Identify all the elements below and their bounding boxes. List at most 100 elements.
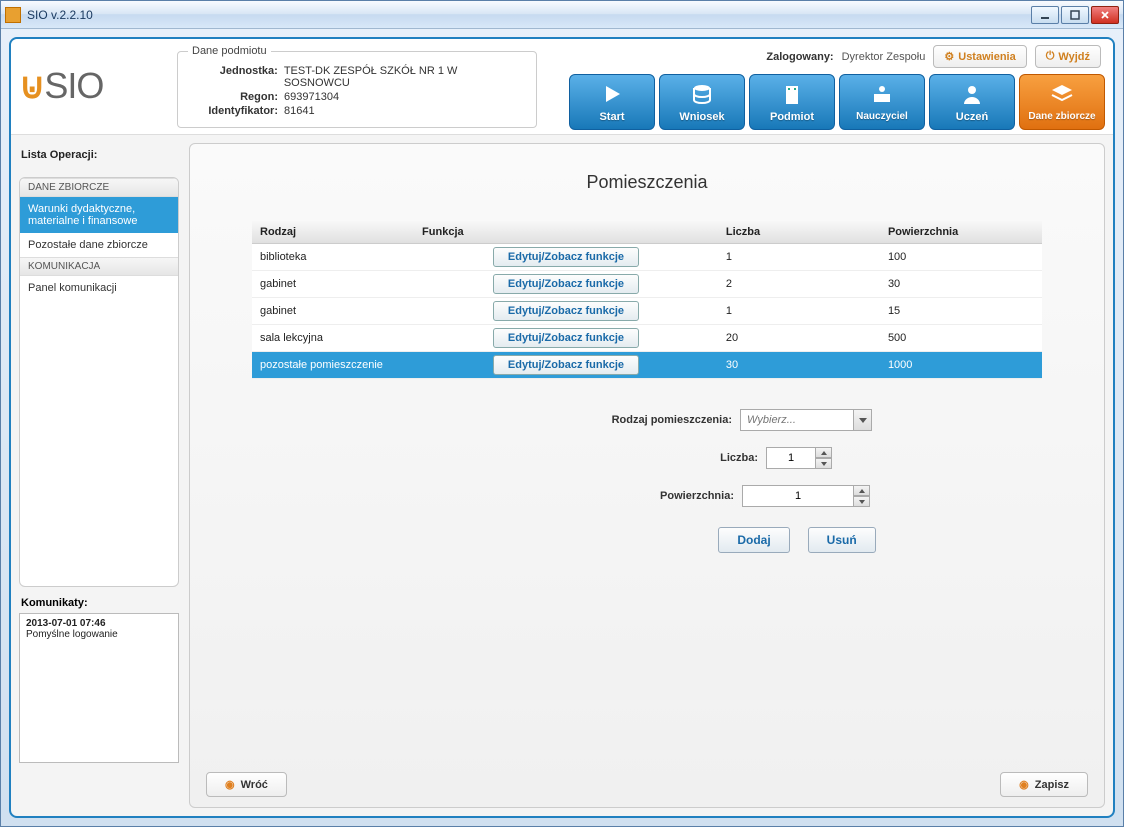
body: Lista Operacji: DANE ZBIORCZEWarunki dyd…	[11, 135, 1113, 816]
logo-text: ⊍SIO	[19, 65, 169, 107]
sidebar-item[interactable]: Warunki dydaktyczne, materialne i finans…	[20, 197, 178, 233]
chevron-down-icon	[859, 418, 867, 423]
save-icon: ◉	[1019, 778, 1029, 791]
cell-pow: 30	[880, 271, 1042, 298]
main-panel: Pomieszczenia Rodzaj Funkcja Liczba Powi…	[189, 143, 1105, 808]
logo: ⊍SIO	[19, 45, 169, 107]
info-row: Regon: 693971304	[188, 91, 526, 103]
add-button[interactable]: Dodaj	[718, 527, 789, 553]
power-icon: ⏻	[1046, 50, 1055, 63]
form-actions: Dodaj Usuń	[718, 527, 875, 553]
delete-button[interactable]: Usuń	[808, 527, 876, 553]
logout-label: Wyjdź	[1058, 51, 1090, 63]
edit-functions-button[interactable]: Edytuj/Zobacz funkcje	[493, 274, 639, 294]
cell-funkcja: Edytuj/Zobacz funkcje	[414, 298, 718, 325]
edit-functions-button[interactable]: Edytuj/Zobacz funkcje	[493, 247, 639, 267]
sidebar-group-header: DANE ZBIORCZE	[20, 178, 178, 197]
sidebar-item[interactable]: Pozostałe dane zbiorcze	[20, 233, 178, 257]
gear-icon: ⚙	[944, 50, 954, 63]
rodzaj-select[interactable]	[740, 409, 872, 431]
chevron-up-icon	[859, 489, 865, 493]
cell-liczba: 2	[718, 271, 880, 298]
pow-label: Powierzchnia:	[424, 490, 734, 502]
form-row-pow: Powierzchnia:	[424, 485, 870, 507]
liczba-input[interactable]	[766, 447, 816, 469]
nav-tile-nauczyciel[interactable]: Nauczyciel	[839, 74, 925, 130]
table-row[interactable]: gabinetEdytuj/Zobacz funkcje230	[252, 271, 1042, 298]
back-button[interactable]: ◉Wróć	[206, 772, 287, 797]
cell-rodzaj: sala lekcyjna	[252, 325, 414, 352]
table-row[interactable]: bibliotekaEdytuj/Zobacz funkcje1100	[252, 244, 1042, 271]
table-row[interactable]: sala lekcyjnaEdytuj/Zobacz funkcje20500	[252, 325, 1042, 352]
footer-buttons: ◉Wróć ◉Zapisz	[206, 762, 1088, 797]
message-time: 2013-07-01 07:46	[26, 618, 172, 629]
cell-rodzaj: gabinet	[252, 298, 414, 325]
app-window: SIO v.2.2.10 ⊍SIO Dane podmiotu Jednostk…	[0, 0, 1124, 827]
page-title: Pomieszczenia	[206, 172, 1088, 193]
liczba-spinner	[766, 447, 846, 469]
outer-frame: ⊍SIO Dane podmiotu Jednostka:TEST-DK ZES…	[1, 29, 1123, 826]
header-right: Zalogowany: Dyrektor Zespołu ⚙Ustawienia…	[537, 45, 1105, 130]
table-row[interactable]: gabinetEdytuj/Zobacz funkcje115	[252, 298, 1042, 325]
operations-panel: DANE ZBIORCZEWarunki dydaktyczne, materi…	[19, 177, 179, 587]
edit-functions-button[interactable]: Edytuj/Zobacz funkcje	[493, 301, 639, 321]
tile-label: Nauczyciel	[856, 111, 908, 122]
rodzaj-label: Rodzaj pomieszczenia:	[422, 414, 732, 426]
app-icon	[5, 7, 21, 23]
entity-legend: Dane podmiotu	[188, 45, 271, 57]
cell-liczba: 30	[718, 352, 880, 379]
tile-label: Dane zbiorcze	[1028, 111, 1095, 122]
sidebar: Lista Operacji: DANE ZBIORCZEWarunki dyd…	[19, 143, 179, 808]
liczba-down-button[interactable]	[816, 458, 832, 469]
liczba-label: Liczba:	[448, 452, 758, 464]
cell-pow: 1000	[880, 352, 1042, 379]
logged-user: Dyrektor Zespołu	[842, 51, 926, 63]
nav-tile-podmiot[interactable]: Podmiot	[749, 74, 835, 130]
cell-funkcja: Edytuj/Zobacz funkcje	[414, 271, 718, 298]
logout-button[interactable]: ⏻Wyjdź	[1035, 45, 1101, 68]
close-button[interactable]	[1091, 6, 1119, 24]
tile-label: Uczeń	[956, 111, 988, 123]
nav-tile-start[interactable]: Start	[569, 74, 655, 130]
pow-stepper	[854, 485, 870, 507]
cell-funkcja: Edytuj/Zobacz funkcje	[414, 244, 718, 271]
info-row: Identyfikator:81641	[188, 105, 526, 117]
cell-rodzaj: pozostałe pomieszczenie	[252, 352, 414, 379]
minimize-button[interactable]	[1031, 6, 1059, 24]
nav-tile-wniosek[interactable]: Wniosek	[659, 74, 745, 130]
cell-pow: 500	[880, 325, 1042, 352]
tile-label: Start	[599, 111, 624, 123]
window-title: SIO v.2.2.10	[27, 8, 1031, 22]
titlebar: SIO v.2.2.10	[1, 1, 1123, 29]
chevron-down-icon	[859, 500, 865, 504]
info-value: 693971304	[284, 91, 339, 103]
play-icon	[600, 82, 624, 111]
cell-pow: 15	[880, 298, 1042, 325]
nav-tiles: Start Wniosek Podmiot Nauczyciel Uczeń Dane z…	[569, 74, 1105, 130]
stack-icon	[690, 82, 714, 111]
pow-input[interactable]	[742, 485, 854, 507]
nav-tile-dane-zbiorcze[interactable]: Dane zbiorcze	[1019, 74, 1105, 130]
entity-info: Dane podmiotu Jednostka:TEST-DK ZESPÓŁ S…	[177, 45, 537, 128]
maximize-button[interactable]	[1061, 6, 1089, 24]
window-controls	[1031, 6, 1119, 24]
liczba-up-button[interactable]	[816, 447, 832, 458]
edit-functions-button[interactable]: Edytuj/Zobacz funkcje	[493, 355, 639, 375]
table-row[interactable]: pozostałe pomieszczenie Edytuj/Zobacz fun…	[252, 352, 1042, 379]
sidebar-item[interactable]: Panel komunikacji	[20, 276, 178, 300]
save-button[interactable]: ◉Zapisz	[1000, 772, 1088, 797]
back-label: Wróć	[241, 779, 268, 791]
pow-down-button[interactable]	[854, 496, 870, 507]
tile-label: Wniosek	[679, 111, 724, 123]
edit-functions-button[interactable]: Edytuj/Zobacz funkcje	[493, 328, 639, 348]
logo-label: SIO	[44, 65, 103, 106]
dropdown-button[interactable]	[853, 410, 871, 430]
info-value: TEST-DK ZESPÓŁ SZKÓŁ NR 1 W SOSNOWCU	[284, 65, 526, 89]
rodzaj-input[interactable]	[741, 414, 853, 426]
info-label: Regon:	[188, 91, 278, 103]
cell-funkcja: Edytuj/Zobacz funkcje	[414, 352, 718, 379]
pow-up-button[interactable]	[854, 485, 870, 496]
cell-pow: 100	[880, 244, 1042, 271]
settings-button[interactable]: ⚙Ustawienia	[933, 45, 1026, 68]
nav-tile-uczeń[interactable]: Uczeń	[929, 74, 1015, 130]
